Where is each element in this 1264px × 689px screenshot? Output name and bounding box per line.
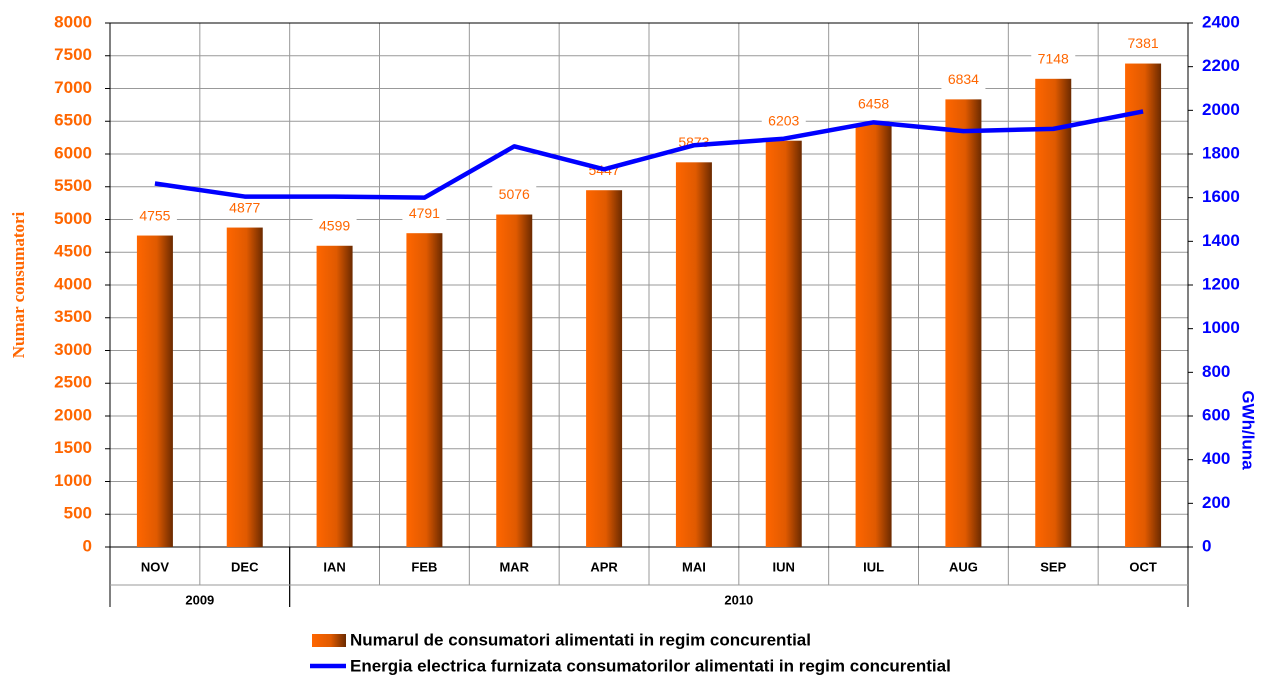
data-label-bg bbox=[132, 206, 177, 227]
y2-tick-label: 2200 bbox=[1202, 56, 1240, 75]
y2-tick-label: 1200 bbox=[1202, 274, 1240, 293]
y-tick-label: 4000 bbox=[54, 274, 92, 293]
data-label: 5076 bbox=[499, 186, 530, 202]
y-tick-label: 3500 bbox=[54, 307, 92, 326]
data-label-bg bbox=[1121, 34, 1166, 55]
y-axis-title: Numar consumatori bbox=[9, 211, 28, 358]
y2-axis-title: GWh/luna bbox=[1239, 390, 1258, 470]
x-tick-label: DEC bbox=[231, 559, 259, 574]
data-label-bg bbox=[312, 216, 357, 237]
x-tick-label: APR bbox=[590, 559, 618, 574]
bar bbox=[586, 190, 623, 547]
plot-frame bbox=[109, 22, 1189, 548]
y2-tick-label: 1000 bbox=[1202, 318, 1240, 337]
data-label: 6834 bbox=[948, 71, 979, 87]
bar bbox=[675, 162, 712, 548]
line-series bbox=[154, 109, 1144, 200]
y-tick-label: 6000 bbox=[54, 143, 92, 162]
x-tick-label: SEP bbox=[1040, 559, 1066, 574]
y-tick-label: 7500 bbox=[54, 45, 92, 64]
y-tick-label: 0 bbox=[83, 536, 92, 555]
y-tick-label: 4500 bbox=[54, 242, 92, 261]
y2-tick-label: 1800 bbox=[1202, 143, 1240, 162]
bar bbox=[1035, 78, 1072, 547]
year-label: 2009 bbox=[185, 592, 214, 607]
y-tick-label: 2500 bbox=[54, 373, 92, 392]
x-tick-label: OCT bbox=[1129, 559, 1157, 574]
bar bbox=[406, 233, 443, 547]
x-tick-label: IAN bbox=[323, 559, 345, 574]
bar bbox=[496, 214, 533, 547]
y-tick-label: 1500 bbox=[54, 438, 92, 457]
x-tick-label: MAR bbox=[499, 559, 529, 574]
y-tick-label: 6500 bbox=[54, 111, 92, 130]
y-tick-label: 8000 bbox=[54, 12, 92, 31]
bar bbox=[765, 140, 802, 548]
y2-tick-label: 1400 bbox=[1202, 231, 1240, 250]
legend-label: Numarul de consumatori alimentati in reg… bbox=[350, 630, 811, 649]
bar bbox=[136, 235, 173, 548]
data-label: 4791 bbox=[409, 205, 440, 221]
y-tick-label: 2000 bbox=[54, 405, 92, 424]
data-label-bg bbox=[761, 111, 806, 132]
y2-tick-label: 2400 bbox=[1202, 12, 1240, 31]
y2-tick-label: 600 bbox=[1202, 405, 1230, 424]
y2-tick-label: 0 bbox=[1202, 536, 1211, 555]
data-label: 6458 bbox=[858, 96, 889, 112]
data-label-bg bbox=[492, 185, 537, 206]
y-tick-label: 5500 bbox=[54, 176, 92, 195]
legend-label: Energia electrica furnizata consumatoril… bbox=[350, 656, 951, 675]
data-label-bg bbox=[402, 204, 447, 225]
x-tick-label: IUN bbox=[773, 559, 795, 574]
y-tick-label: 5000 bbox=[54, 209, 92, 228]
bar bbox=[226, 227, 263, 547]
x-tick-label: IUL bbox=[863, 559, 884, 574]
x-tick-label: AUG bbox=[949, 559, 978, 574]
year-label: 2010 bbox=[724, 592, 753, 607]
data-label: 7148 bbox=[1038, 51, 1069, 67]
y-tick-label: 3000 bbox=[54, 340, 92, 359]
data-label-bg bbox=[222, 198, 267, 219]
y2-tick-label: 400 bbox=[1202, 449, 1230, 468]
bar bbox=[945, 99, 982, 548]
data-label-bg bbox=[1031, 49, 1076, 70]
y-tick-label: 500 bbox=[64, 504, 92, 523]
bar bbox=[1125, 63, 1162, 548]
x-tick-label: MAI bbox=[682, 559, 706, 574]
data-label-bg bbox=[941, 70, 986, 91]
y2-tick-label: 2000 bbox=[1202, 100, 1240, 119]
y2-tick-label: 800 bbox=[1202, 362, 1230, 381]
data-label: 6203 bbox=[768, 112, 799, 128]
x-tick-label: NOV bbox=[141, 559, 170, 574]
data-label: 4755 bbox=[139, 207, 170, 223]
data-label: 4599 bbox=[319, 217, 350, 233]
y-tick-label: 7000 bbox=[54, 78, 92, 97]
legend-swatch-bar bbox=[312, 634, 346, 647]
data-label-bg bbox=[851, 95, 896, 116]
y2-tick-label: 200 bbox=[1202, 493, 1230, 512]
data-label: 4877 bbox=[229, 199, 260, 215]
bar bbox=[855, 124, 892, 547]
data-label: 7381 bbox=[1128, 35, 1159, 51]
x-tick-label: FEB bbox=[411, 559, 437, 574]
y2-tick-label: 1600 bbox=[1202, 187, 1240, 206]
y-tick-label: 1000 bbox=[54, 471, 92, 490]
bar bbox=[316, 245, 353, 547]
